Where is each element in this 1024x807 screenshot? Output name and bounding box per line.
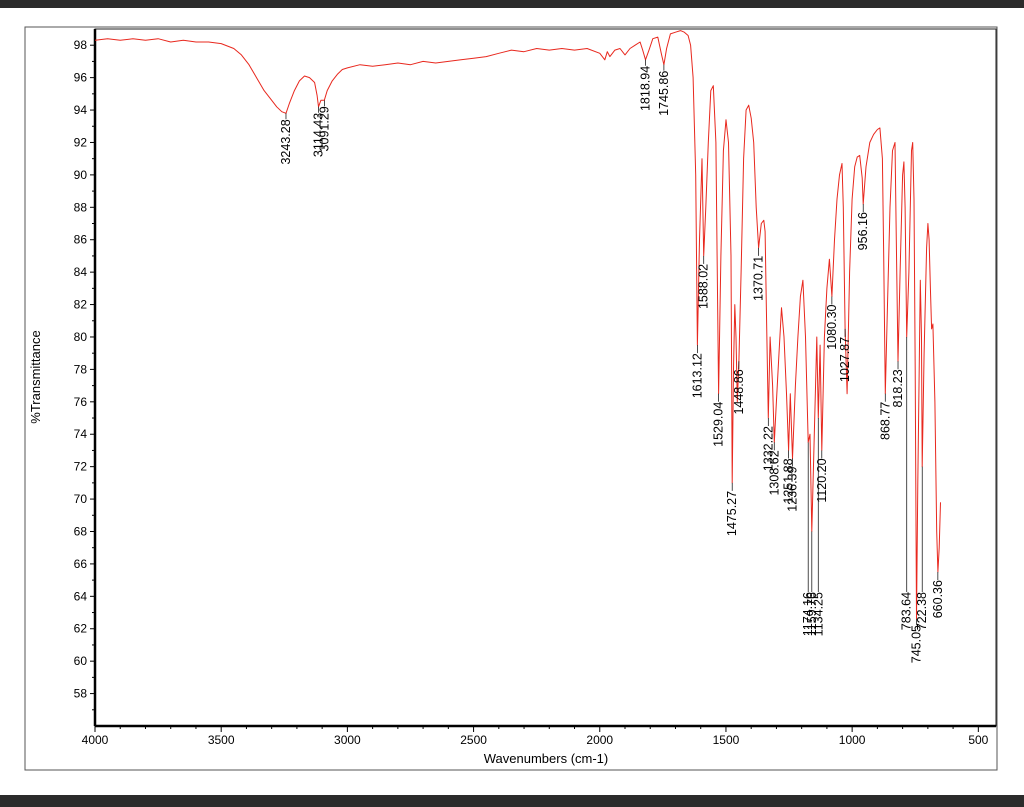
x-tick-label: 4000 [82, 733, 109, 747]
peak-label: 1251.88 [782, 458, 796, 503]
x-tick-label: 2500 [460, 733, 487, 747]
peak-label: 3114.43 [312, 113, 326, 157]
y-tick-label: 60 [74, 654, 88, 668]
y-tick-label: 98 [74, 38, 88, 52]
peak-label: 1475.27 [725, 491, 739, 536]
y-tick-label: 64 [74, 589, 88, 603]
y-tick-label: 74 [74, 427, 88, 441]
x-tick-label: 1000 [839, 733, 866, 747]
peak-label: 1174.16 [801, 592, 815, 636]
transmittance-series-line [94, 30, 941, 620]
peak-label: 1308.62 [767, 450, 781, 495]
peak-label: 3243.28 [279, 119, 293, 164]
peak-label: 1332.22 [761, 426, 775, 471]
peak-label: 956.16 [856, 212, 870, 250]
peak-label: 1080.30 [825, 304, 839, 349]
y-tick-label: 70 [74, 492, 88, 506]
peak-label: 1159.76 [805, 592, 819, 636]
y-tick-label: 76 [74, 395, 88, 409]
chart-frame [24, 26, 998, 771]
window-top-bar [0, 0, 1024, 8]
y-tick-label: 84 [74, 265, 88, 279]
peak-label: 1818.94 [638, 66, 652, 111]
peak-label: 722.38 [915, 592, 929, 630]
y-tick-label: 96 [74, 71, 88, 85]
peak-label: 1745.86 [657, 71, 671, 116]
y-tick-label: 68 [74, 524, 88, 538]
peak-label: 1448.86 [732, 369, 746, 414]
y-tick-label: 62 [74, 622, 88, 636]
window-bottom-bar [0, 795, 1024, 807]
x-tick-label: 2000 [586, 733, 613, 747]
y-tick-label: 66 [74, 557, 88, 571]
y-tick-label: 94 [74, 103, 88, 117]
y-tick-label: 86 [74, 233, 88, 247]
x-axis: 4000 3500 3000 2500 2000 1500 1000 500 [82, 726, 989, 747]
peak-label: 1370.71 [752, 256, 766, 301]
y-axis: 98 96 94 92 90 88 86 84 82 80 78 76 74 72 70 68 66 64 62 60… [74, 38, 95, 711]
x-tick-label: 3500 [208, 733, 235, 747]
peak-label: 1120.20 [815, 458, 829, 502]
x-axis-title: Wavenumbers (cm-1) [484, 751, 608, 766]
y-tick-label: 78 [74, 362, 88, 376]
peak-label: 1588.02 [697, 264, 711, 309]
peak-label: 818.23 [891, 369, 905, 407]
peak-label: 783.64 [900, 592, 914, 630]
y-tick-label: 90 [74, 168, 88, 182]
x-tick-label: 500 [968, 733, 988, 747]
peak-label: 1529.04 [712, 402, 726, 447]
y-tick-label: 88 [74, 200, 88, 214]
y-tick-label: 72 [74, 460, 88, 474]
peak-label: 660.36 [931, 580, 945, 618]
peak-label: 745.05 [910, 625, 924, 663]
y-axis-title: %Transmittance [28, 330, 43, 423]
peak-label: 1027.87 [838, 337, 852, 382]
peak-label: 3091.29 [317, 106, 331, 151]
peak-label: 1613.12 [690, 353, 704, 398]
y-tick-label: 80 [74, 330, 88, 344]
y-tick-label: 92 [74, 135, 88, 149]
peak-label: 868.77 [878, 402, 892, 440]
y-tick-label: 58 [74, 687, 88, 701]
x-tick-label: 1500 [713, 733, 740, 747]
peak-label: 1236.39 [786, 466, 800, 511]
y-tick-label: 82 [74, 298, 88, 312]
x-tick-label: 3000 [334, 733, 361, 747]
peak-label: 1134.25 [811, 592, 825, 636]
